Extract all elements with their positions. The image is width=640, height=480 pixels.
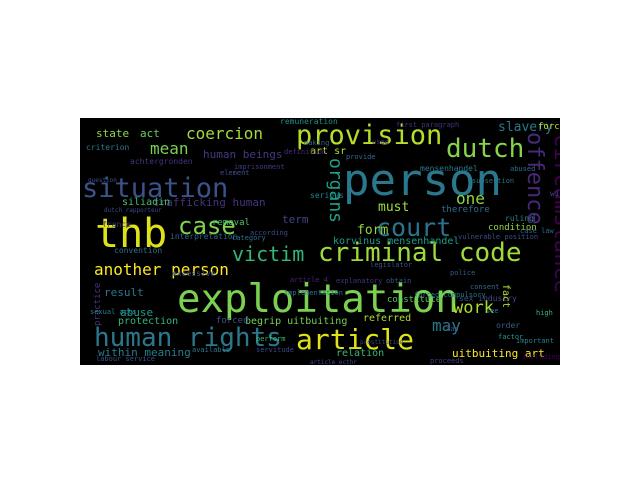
- cloud-word: making: [304, 139, 330, 147]
- cloud-word: human beings: [203, 148, 283, 161]
- cloud-word: one: [456, 189, 485, 208]
- cloud-word: forced compulsory: [414, 291, 486, 299]
- cloud-word: case law: [520, 227, 554, 235]
- cloud-word: begrip uitbuiting: [245, 316, 348, 327]
- cloud-word: consent: [470, 283, 500, 291]
- cloud-word: sexual acts: [90, 308, 137, 316]
- cloud-word: form: [357, 223, 389, 238]
- cloud-word: important: [516, 337, 554, 345]
- cloud-word: mean: [150, 139, 189, 158]
- cloud-word: question: [88, 177, 117, 184]
- cloud-word: sex industry: [459, 294, 517, 303]
- cloud-word: slavery: [498, 120, 553, 135]
- cloud-word: first paragraph: [396, 121, 460, 129]
- cloud-word: result: [104, 286, 144, 299]
- cloud-word: within meaning: [98, 346, 191, 359]
- cloud-word: siliadin: [122, 197, 171, 208]
- cloud-word: available: [192, 346, 230, 354]
- cloud-word: dutch: [446, 134, 525, 164]
- cloud-word: including: [522, 353, 560, 361]
- word-cloud: exploitation person thb criminal code co…: [80, 118, 560, 365]
- cloud-word: person: [343, 155, 502, 206]
- cloud-word: work: [453, 298, 494, 318]
- cloud-word: explanatory: [336, 277, 383, 285]
- cloud-word: definition: [284, 148, 327, 156]
- cloud-word: relation: [336, 348, 385, 359]
- cloud-word: article: [296, 323, 415, 356]
- cloud-word: state: [96, 127, 130, 140]
- cloud-word: high: [536, 309, 553, 317]
- cloud-word: article ecthr: [310, 359, 357, 366]
- cloud-word: obtain: [386, 277, 412, 285]
- cloud-word: factor: [498, 333, 524, 341]
- cloud-word: court: [376, 213, 452, 242]
- cloud-word: korvinus mensenhandel: [333, 236, 460, 247]
- cloud-word: protection: [118, 316, 179, 327]
- cloud-word: victim: [232, 242, 305, 266]
- cloud-word: coercion: [186, 124, 264, 143]
- cloud-word: abused: [510, 165, 536, 173]
- cloud-word: trafficking human: [153, 196, 266, 209]
- cloud-word: labour service: [96, 355, 156, 363]
- cloud-word: another person: [94, 260, 229, 279]
- cloud-word: dutch rapporteur: [104, 207, 162, 214]
- cloud-word: circumstance: [549, 134, 560, 293]
- cloud-word: will: [550, 189, 560, 198]
- cloud-word: used: [372, 138, 389, 146]
- cloud-word: condition: [488, 223, 537, 233]
- cloud-word: thb: [95, 211, 168, 257]
- cloud-word: order: [496, 321, 521, 330]
- cloud-word: exploitation: [177, 277, 459, 322]
- cloud-word: removal: [212, 218, 250, 228]
- cloud-word: category: [232, 234, 266, 242]
- cloud-word: must: [378, 200, 410, 215]
- cloud-word: may: [432, 316, 461, 335]
- cloud-word: vulnerable position: [458, 233, 539, 241]
- cloud-word: act: [140, 127, 160, 140]
- cloud-word: term: [282, 213, 309, 226]
- cloud-word: proceeds: [430, 357, 464, 365]
- cloud-word: achtergronden: [130, 157, 193, 166]
- cloud-word: offence: [522, 132, 547, 225]
- cloud-word: force: [538, 122, 560, 132]
- cloud-word: imprisonment: [234, 163, 285, 171]
- cloud-word: according: [250, 229, 288, 237]
- cloud-word: convention: [114, 246, 163, 255]
- cloud-word: article 4: [290, 276, 328, 284]
- cloud-word: prostitution: [360, 339, 404, 346]
- cloud-word: provide: [346, 153, 376, 161]
- cloud-word: uitbuiting art: [452, 347, 545, 360]
- cloud-word: referred: [363, 313, 412, 324]
- cloud-word: case: [178, 212, 236, 240]
- cloud-word: legislator: [370, 261, 413, 269]
- cloud-word: element: [220, 169, 250, 177]
- cloud-word: servitude: [256, 346, 294, 354]
- cloud-word: excessive: [172, 269, 216, 278]
- cloud-word: remuneration: [280, 118, 338, 126]
- cloud-word: interpretation: [170, 232, 238, 241]
- cloud-word: human rights: [94, 323, 282, 353]
- cloud-word: perform: [256, 335, 286, 343]
- cloud-word: serious: [310, 191, 344, 200]
- cloud-word: criminal code: [318, 238, 522, 268]
- cloud-word: france: [102, 220, 131, 229]
- cloud-word: situation: [82, 173, 229, 204]
- cloud-word: constitute: [387, 295, 442, 305]
- cloud-word: implementation: [284, 289, 344, 297]
- cloud-word: therefore: [441, 205, 490, 215]
- cloud-word: ruling: [505, 214, 534, 223]
- cloud-word: subsection: [472, 177, 515, 185]
- cloud-word: forced: [216, 316, 249, 326]
- cloud-word: aan: [446, 325, 459, 333]
- cloud-word: abuse: [120, 306, 154, 319]
- cloud-word: art sr: [310, 146, 347, 157]
- cloud-word: provision: [296, 120, 443, 151]
- cloud-word: fact: [500, 284, 511, 309]
- cloud-word: police: [450, 269, 476, 277]
- cloud-word: practice: [93, 282, 103, 326]
- cloud-word: criterion: [86, 143, 130, 152]
- cloud-word: see: [486, 307, 499, 315]
- cloud-word: mensenhandel: [420, 164, 478, 173]
